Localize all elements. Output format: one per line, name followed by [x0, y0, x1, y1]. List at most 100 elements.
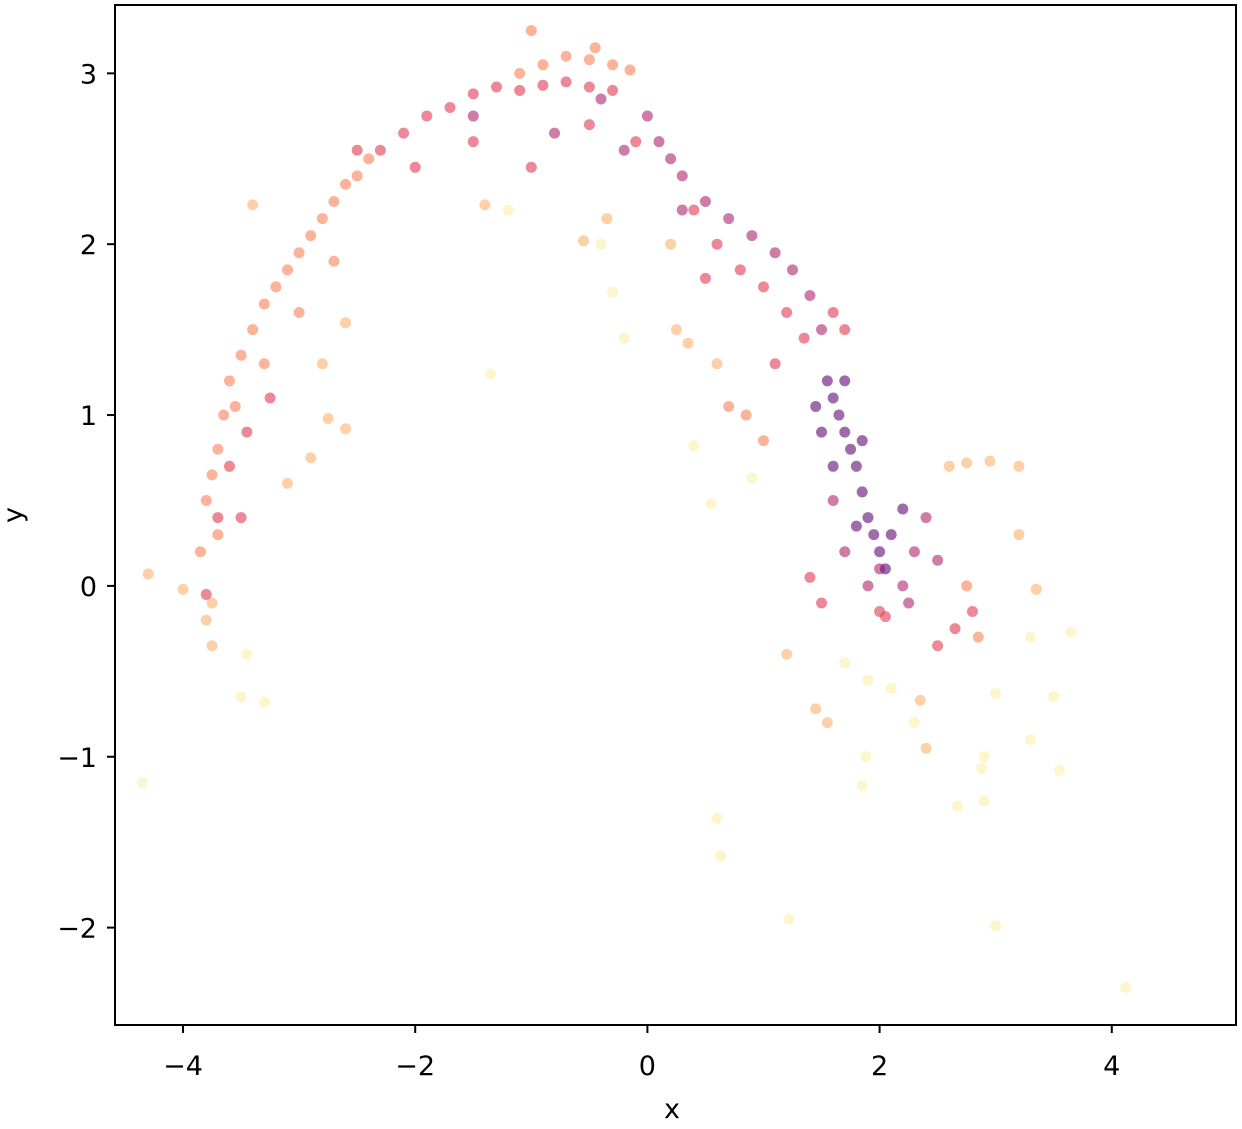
point	[235, 691, 247, 703]
point	[821, 375, 833, 387]
point	[1048, 691, 1060, 703]
point	[787, 264, 799, 276]
point	[804, 571, 816, 583]
point	[282, 264, 294, 276]
point	[1030, 583, 1042, 595]
point	[467, 88, 479, 100]
point	[874, 546, 886, 558]
point	[715, 850, 727, 862]
point	[856, 435, 868, 447]
point	[984, 455, 996, 467]
point	[1013, 529, 1025, 541]
point	[908, 717, 920, 729]
point	[177, 583, 189, 595]
point	[1025, 631, 1037, 643]
point	[630, 136, 642, 148]
point	[676, 204, 688, 216]
point	[293, 307, 305, 319]
point	[990, 688, 1002, 700]
point	[862, 580, 874, 592]
point	[827, 494, 839, 506]
point	[490, 81, 502, 93]
point	[757, 281, 769, 293]
point	[688, 204, 700, 216]
point	[897, 503, 909, 515]
point	[502, 204, 514, 216]
point	[810, 401, 822, 413]
point	[206, 597, 218, 609]
point	[340, 317, 352, 329]
point	[665, 153, 677, 165]
point	[206, 640, 218, 652]
y-tick-label: 0	[80, 572, 97, 603]
point	[978, 751, 990, 763]
point	[885, 529, 897, 541]
point	[961, 457, 973, 469]
point	[839, 657, 851, 669]
point	[711, 358, 723, 370]
point	[839, 324, 851, 336]
point	[142, 568, 154, 580]
point	[235, 512, 247, 524]
point	[908, 546, 920, 558]
point	[537, 59, 549, 71]
point	[827, 460, 839, 472]
point	[903, 597, 915, 609]
x-tick-label: 2	[871, 1051, 888, 1082]
point	[862, 512, 874, 524]
point	[798, 332, 810, 344]
y-tick-label: 1	[80, 401, 97, 432]
point	[316, 213, 328, 225]
point	[618, 332, 630, 344]
point	[769, 247, 781, 259]
point	[757, 435, 769, 447]
point	[879, 611, 891, 623]
point	[682, 337, 694, 349]
point	[781, 307, 793, 319]
point	[305, 230, 317, 242]
point	[340, 423, 352, 435]
point	[578, 235, 590, 247]
point	[328, 195, 340, 207]
point	[1025, 734, 1037, 746]
point	[816, 597, 828, 609]
point	[943, 460, 955, 472]
plot-frame	[114, 4, 1237, 1026]
point	[676, 170, 688, 182]
point	[920, 742, 932, 754]
point	[409, 161, 421, 173]
y-tick-label: −2	[57, 914, 97, 945]
point	[247, 324, 259, 336]
point	[607, 84, 619, 96]
point	[821, 717, 833, 729]
point	[258, 298, 270, 310]
point	[595, 238, 607, 250]
point	[897, 580, 909, 592]
point	[293, 247, 305, 259]
point	[235, 349, 247, 361]
point	[560, 76, 572, 88]
point	[976, 763, 988, 775]
x-tick-label: 0	[639, 1051, 656, 1082]
point	[951, 800, 963, 812]
point	[583, 54, 595, 66]
point	[665, 238, 677, 250]
point	[421, 110, 433, 122]
point	[860, 751, 872, 763]
point	[670, 324, 682, 336]
point	[607, 59, 619, 71]
point	[583, 119, 595, 131]
point	[525, 161, 537, 173]
point	[961, 580, 973, 592]
y-tick-label: 3	[80, 59, 97, 90]
point	[206, 469, 218, 481]
point	[351, 144, 363, 156]
point	[485, 368, 497, 380]
point	[241, 426, 253, 438]
point	[949, 623, 961, 635]
point	[839, 375, 851, 387]
point	[856, 780, 868, 792]
point	[200, 494, 212, 506]
point	[258, 358, 270, 370]
